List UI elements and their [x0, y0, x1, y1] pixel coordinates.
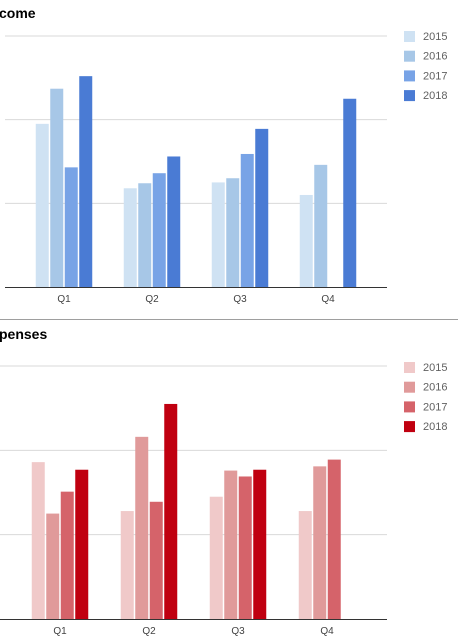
expenses-x-tick-label: Q3 — [231, 626, 245, 637]
income-legend-label-2016: 2016 — [423, 51, 447, 63]
expenses-chart-title: penses — [0, 326, 48, 342]
income-legend-label-2018: 2018 — [423, 90, 447, 102]
expenses-bar-q2-2018 — [164, 403, 178, 619]
income-legend-label-2015: 2015 — [423, 31, 447, 43]
income-legend-label-2017: 2017 — [423, 70, 447, 82]
income-bar-q4-2015 — [299, 194, 313, 287]
expenses-bar-q2-2015 — [120, 511, 134, 619]
expenses-legend-label-2016: 2016 — [423, 382, 447, 394]
income-bar-q1-2015 — [35, 123, 49, 287]
income-bar-q2-2015 — [123, 188, 137, 287]
expenses-legend-label-2017: 2017 — [423, 401, 447, 413]
income-bar-q4-2018 — [343, 98, 357, 287]
income-chart-panel: come Q1 Q2 Q3 Q4 2015 2016 2017 2018 — [0, 0, 458, 318]
income-x-tick-label: Q3 — [233, 294, 247, 305]
expenses-bar-q2-2017 — [149, 501, 163, 619]
income-bar-q3-2015 — [211, 182, 225, 287]
expenses-bar-q2-2016 — [135, 436, 149, 619]
income-x-tick-label: Q1 — [57, 294, 71, 305]
expenses-bar-q3-2018 — [253, 469, 267, 619]
income-legend-swatch-2015 — [404, 31, 415, 42]
chart-divider — [0, 319, 458, 320]
expenses-legend-swatch-2016 — [404, 381, 415, 393]
expenses-x-tick-label: Q2 — [142, 626, 156, 637]
expenses-legend-label-2015: 2015 — [423, 362, 447, 374]
income-bar-q1-2016 — [50, 88, 64, 288]
expenses-bar-q4-2015 — [298, 511, 312, 619]
expenses-legend-swatch-2017 — [404, 401, 415, 413]
expenses-legend-label-2018: 2018 — [423, 421, 447, 433]
expenses-chart-panel: penses Q1 Q2 Q3 Q4 2015 2016 2017 2018 — [0, 321, 458, 640]
expenses-bar-q1-2016 — [46, 513, 60, 619]
income-bar-q3-2016 — [226, 178, 240, 287]
income-x-tick-label: Q2 — [145, 294, 159, 305]
expenses-bar-q4-2017 — [327, 459, 341, 619]
income-legend-swatch-2017 — [404, 70, 415, 82]
income-bar-q3-2017 — [240, 153, 254, 287]
expenses-bar-q3-2016 — [224, 470, 238, 619]
expenses-bar-q1-2018 — [75, 469, 89, 619]
expenses-x-tick-label: Q1 — [53, 626, 67, 637]
income-bar-q1-2017 — [64, 167, 78, 287]
expenses-legend-swatch-2018 — [404, 421, 415, 433]
income-chart: Q1 Q2 Q3 Q4 2015 2016 2017 2018 — [5, 31, 447, 305]
expenses-x-tick-label: Q4 — [320, 626, 334, 637]
expenses-bar-q1-2017 — [60, 491, 74, 619]
income-bar-q4-2016 — [314, 164, 328, 287]
income-bar-q2-2017 — [152, 173, 166, 287]
expenses-bar-q4-2016 — [313, 466, 327, 619]
income-x-tick-label: Q4 — [321, 294, 335, 305]
expenses-bar-q3-2017 — [238, 476, 252, 619]
income-bar-q3-2018 — [255, 128, 269, 287]
expenses-bar-q1-2015 — [31, 462, 45, 619]
income-bar-q1-2018 — [79, 76, 93, 287]
expenses-bar-q3-2015 — [209, 496, 223, 619]
income-chart-title: come — [0, 5, 36, 21]
expenses-legend-swatch-2015 — [404, 362, 415, 373]
income-legend-swatch-2016 — [404, 50, 415, 62]
income-bar-q2-2018 — [167, 156, 181, 287]
expenses-chart: Q1 Q2 Q3 Q4 2015 2016 2017 2018 — [0, 362, 447, 637]
income-bar-q2-2016 — [138, 183, 152, 287]
income-legend-swatch-2018 — [404, 90, 415, 102]
